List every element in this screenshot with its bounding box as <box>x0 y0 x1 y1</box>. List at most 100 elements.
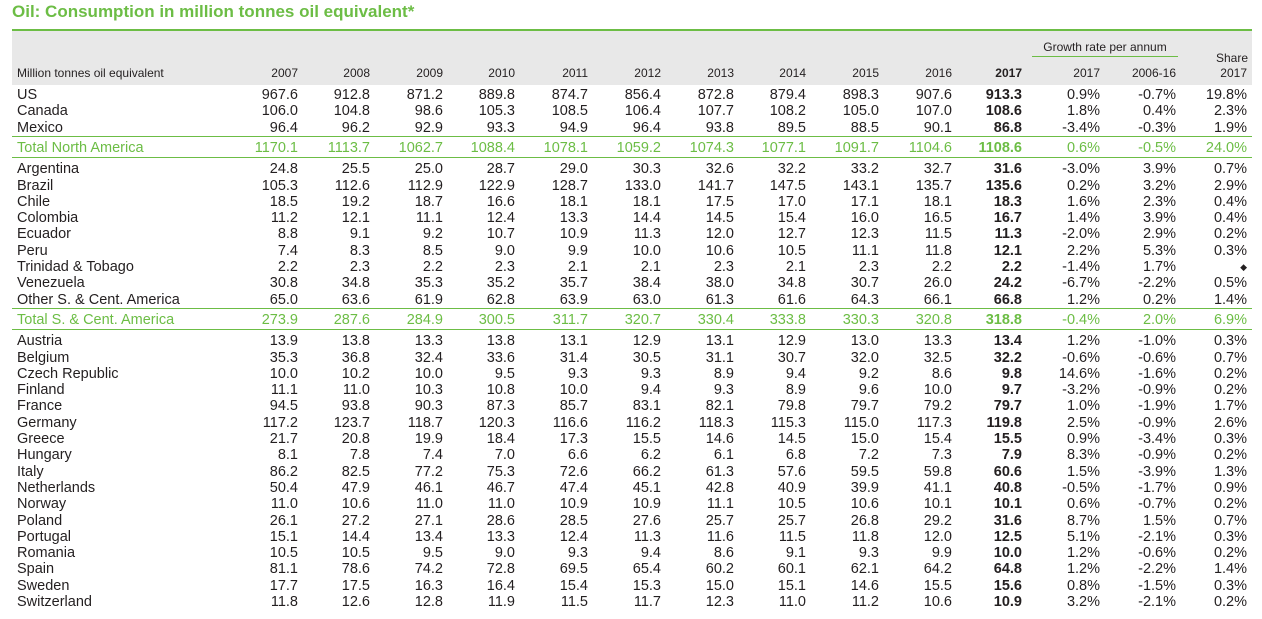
value-cell: 135.7 <box>915 178 952 194</box>
value-cell: 74.2 <box>414 561 443 577</box>
value-cell: 10.8 <box>486 382 515 398</box>
value-cell: 11.1 <box>415 210 443 226</box>
growth-rate-rule <box>1032 56 1178 57</box>
value-cell: 105.0 <box>842 103 879 119</box>
value-cell: 15.4 <box>777 210 806 226</box>
table-row: Portugal 15.1 14.4 13.4 13.3 12.4 11.3 11.6 11.5… <box>0 529 1262 545</box>
share-cell: 0.3% <box>1213 529 1247 545</box>
value-cell: 10.5 <box>341 545 370 561</box>
value-cell: 856.4 <box>624 87 661 103</box>
value-cell: 28.6 <box>486 513 515 529</box>
value-cell: 9.9 <box>931 545 952 561</box>
value-cell: 320.8 <box>915 312 952 328</box>
value-cell: 128.7 <box>551 178 588 194</box>
value-cell: 25.7 <box>777 513 806 529</box>
value-cell: 21.7 <box>269 431 298 447</box>
row-label: Norway <box>17 496 67 512</box>
growth-2017-cell: 1.2% <box>1066 561 1100 577</box>
value-cell: 10.5 <box>777 496 806 512</box>
value-cell: 141.7 <box>697 178 734 194</box>
value-cell: 46.7 <box>486 480 515 496</box>
share-cell: 2.9% <box>1213 178 1247 194</box>
table-row: Belgium 35.3 36.8 32.4 33.6 31.4 30.5 31.1 30.7 3… <box>0 350 1262 366</box>
growth-2017-cell: 5.1% <box>1066 529 1100 545</box>
share-cell: 0.4% <box>1213 194 1247 210</box>
value-cell: 19.2 <box>341 194 370 210</box>
value-cell: 16.7 <box>993 210 1022 226</box>
value-cell: 11.8 <box>851 529 879 545</box>
growth-rate-heading: Growth rate per annum <box>1043 40 1167 54</box>
growth-2006-16-cell: -0.9% <box>1138 415 1176 431</box>
value-cell: 13.3 <box>559 210 588 226</box>
value-cell: 8.9 <box>713 366 734 382</box>
value-cell: 11.3 <box>994 226 1022 242</box>
value-cell: 9.0 <box>494 545 515 561</box>
value-cell: 10.6 <box>341 496 370 512</box>
section-divider <box>12 329 1252 330</box>
value-cell: 18.1 <box>923 194 952 210</box>
value-cell: 9.7 <box>1001 382 1022 398</box>
value-cell: 13.1 <box>559 333 588 349</box>
table-row: Colombia 11.2 12.1 11.1 12.4 13.3 14.4 14.5 15.4… <box>0 210 1262 226</box>
share-cell: 0.2% <box>1213 366 1247 382</box>
value-cell: 33.2 <box>850 161 879 177</box>
value-cell: 11.0 <box>487 496 515 512</box>
value-cell: 330.4 <box>697 312 734 328</box>
table-row: Hungary 8.1 7.8 7.4 7.0 6.6 6.2 6.1 6.8 7.2 7.3 7.9… <box>0 447 1262 463</box>
value-cell: 7.8 <box>349 447 370 463</box>
value-cell: 61.6 <box>777 292 806 308</box>
growth-2006-16-cell: -0.5% <box>1138 140 1176 156</box>
value-cell: 9.9 <box>567 243 588 259</box>
value-cell: 66.2 <box>632 464 661 480</box>
value-cell: 75.3 <box>486 464 515 480</box>
value-cell: 333.8 <box>769 312 806 328</box>
value-cell: 879.4 <box>769 87 806 103</box>
value-cell: 1091.7 <box>834 140 879 156</box>
value-cell: 9.4 <box>785 366 806 382</box>
row-label: Brazil <box>17 178 54 194</box>
value-cell: 11.0 <box>778 594 806 610</box>
value-cell: 61.9 <box>414 292 443 308</box>
growth-2017-cell: 1.2% <box>1066 545 1100 561</box>
value-cell: 273.9 <box>261 312 298 328</box>
value-cell: 11.0 <box>270 496 298 512</box>
value-cell: 1074.3 <box>689 140 734 156</box>
value-cell: 98.6 <box>414 103 443 119</box>
value-cell: 66.1 <box>923 292 952 308</box>
value-cell: 13.4 <box>993 333 1022 349</box>
value-cell: 2.3 <box>494 259 515 275</box>
section-divider <box>12 308 1252 309</box>
row-label: Netherlands <box>17 480 96 496</box>
year-header: 2013 <box>707 66 734 80</box>
value-cell: 28.7 <box>486 161 515 177</box>
value-cell: 7.4 <box>277 243 298 259</box>
value-cell: 8.6 <box>931 366 952 382</box>
value-cell: 60.1 <box>777 561 806 577</box>
value-cell: 32.6 <box>705 161 734 177</box>
value-cell: 9.2 <box>422 226 443 242</box>
value-cell: 115.0 <box>843 415 879 431</box>
value-cell: 87.3 <box>486 398 515 414</box>
table-row: Czech Republic 10.0 10.2 10.0 9.5 9.3 9.3 8.9 9.… <box>0 366 1262 382</box>
growth-2017-cell: 8.3% <box>1066 447 1100 463</box>
value-cell: 10.0 <box>923 382 952 398</box>
value-cell: 96.4 <box>632 120 661 136</box>
row-label: Trinidad & Tobago <box>17 259 134 275</box>
value-cell: 39.9 <box>850 480 879 496</box>
growth-2006-16-cell: -2.1% <box>1138 529 1176 545</box>
share-cell: 0.3% <box>1213 243 1247 259</box>
value-cell: 10.5 <box>777 243 806 259</box>
value-cell: 1108.6 <box>978 140 1022 156</box>
year-header: 2017 <box>995 66 1022 80</box>
table-row: Canada 106.0 104.8 98.6 105.3 108.5 106.4 107.7… <box>0 103 1262 119</box>
share-cell: 1.4% <box>1213 561 1247 577</box>
value-cell: 29.0 <box>559 161 588 177</box>
value-cell: 119.8 <box>986 415 1023 431</box>
value-cell: 143.1 <box>842 178 879 194</box>
value-cell: 2.1 <box>567 259 588 275</box>
total-row: Total North America 1170.1 1113.7 1062.7 108… <box>0 140 1262 156</box>
growth-2006-16-cell: 3.9% <box>1142 161 1176 177</box>
value-cell: 13.0 <box>850 333 879 349</box>
value-cell: 11.6 <box>706 529 734 545</box>
value-cell: 871.2 <box>406 87 443 103</box>
